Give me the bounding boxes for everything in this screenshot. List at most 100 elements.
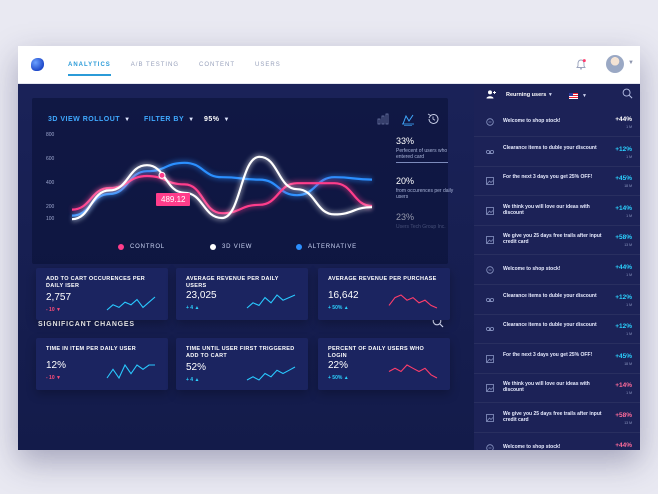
- filter-select-label: FILTER BY: [144, 116, 185, 123]
- voicemail-icon: [486, 149, 494, 154]
- sparkline: [246, 366, 296, 381]
- metric-delta-value: + 50%: [328, 375, 343, 381]
- dashboard-window: ANALYTICS A/B TESTING CONTENT USERS ▼ 3D…: [18, 46, 640, 450]
- sidebar-header: Reurning users ▼ ▼: [474, 84, 640, 108]
- legend-control: CONTROL: [118, 244, 165, 250]
- sparkline: [388, 294, 438, 309]
- metric-title: ADD TO CART OCCURENCES PER DAILY ISER: [46, 276, 146, 289]
- notification-text: Welcome to shop stock!: [503, 266, 561, 272]
- notification-text: For the next 3 days you get 25% OFF!: [503, 174, 593, 181]
- search-icon[interactable]: [622, 88, 633, 99]
- notification-time: 1 M: [626, 332, 632, 337]
- notification-text: We give you 25 days free trails after in…: [503, 411, 602, 423]
- bell-icon[interactable]: [576, 59, 586, 70]
- tooltip-marker[interactable]: [158, 171, 166, 179]
- notification-row[interactable]: We think you will love our ideas with di…: [474, 197, 640, 226]
- sparkline-path: [246, 366, 296, 381]
- notification-time: 18 M: [624, 184, 632, 189]
- stat-percent: 23%: [396, 212, 415, 222]
- nav-content[interactable]: CONTENT: [199, 62, 236, 68]
- notification-time: 1 M: [626, 302, 632, 307]
- notification-text: We think you will love our ideas with di…: [503, 203, 590, 216]
- notification-row[interactable]: Welcome to shop stock!+44%1 M: [474, 108, 640, 137]
- metric-card[interactable]: TIME IN ITEM PER DAILY USER 12% - 10 ▼: [36, 338, 168, 390]
- image-icon: [486, 414, 494, 422]
- metric-delta-value: - 10: [46, 375, 55, 381]
- us-flag-icon[interactable]: [569, 93, 578, 99]
- y-tick-label: 600: [46, 156, 55, 162]
- metric-card[interactable]: AVERAGE REVENUE PER PURCHASE 16,642 + 50% …: [318, 268, 450, 320]
- sparkline-path: [106, 363, 155, 379]
- view-select[interactable]: 3D VIEW ROLLOUT ▼: [48, 116, 131, 123]
- metric-title: TIME UNTIL USER FIRST TRIGGERED ADD TO C…: [186, 346, 295, 359]
- top-bar: ANALYTICS A/B TESTING CONTENT USERS ▼: [18, 46, 640, 84]
- notification-percent: +14%: [615, 382, 632, 390]
- legend-swatch: [118, 244, 124, 250]
- series-line-3d-view[interactable]: [71, 155, 373, 221]
- y-tick-label: 400: [46, 180, 55, 186]
- area-chart-icon[interactable]: [401, 112, 415, 126]
- notification-row[interactable]: Clearance items to duble your discount +1…: [474, 315, 640, 345]
- notification-row[interactable]: Welcome to shop stock!+44%1 M: [474, 434, 640, 450]
- notification-percent: +45%: [615, 175, 632, 183]
- metric-value: 52%: [186, 362, 207, 373]
- sparkline-path: [388, 294, 438, 309]
- metric-title: AVERAGE REVENUE PER DAILY USERS: [186, 276, 279, 289]
- notification-row[interactable]: Welcome to shop stock! +44% 1 M: [474, 256, 640, 285]
- notification-time: 1 M: [626, 273, 632, 277]
- chevron-down-icon[interactable]: ▼: [582, 93, 587, 99]
- arrow-up-icon: ▲: [194, 377, 200, 383]
- image-icon: [486, 206, 494, 215]
- arrow-down-icon: ▼: [56, 375, 61, 381]
- notification-row[interactable]: Clearance items to duble your discount +1…: [474, 138, 640, 167]
- notification-row[interactable]: We think you will love our ideas with di…: [474, 374, 640, 404]
- filter-select[interactable]: FILTER BY ▼: [144, 116, 195, 123]
- chart-card: 3D VIEW ROLLOUT ▼ FILTER BY ▼ 95% ▼: [32, 98, 453, 264]
- users-icon: [486, 90, 496, 99]
- notification-percent: +12%: [615, 145, 632, 153]
- stat-divider: [396, 162, 448, 163]
- notification-text: We think you will love our ideas with di…: [503, 381, 590, 394]
- legend-label: ALTERNATIVE: [308, 244, 357, 250]
- metric-delta-value: + 50%: [328, 305, 343, 311]
- avatar[interactable]: [606, 55, 624, 73]
- nav-analytics[interactable]: ANALYTICS: [68, 46, 111, 84]
- bar-chart-icon[interactable]: [376, 112, 390, 126]
- nav-ab-testing[interactable]: A/B TESTING: [130, 62, 180, 68]
- chevron-down-icon[interactable]: ▼: [628, 60, 634, 66]
- nav-users[interactable]: USERS: [255, 62, 281, 68]
- notification-percent: +58%: [615, 412, 632, 419]
- notification-text: Welcome to shop stock!: [503, 443, 561, 450]
- stat-description: Perfecent of users who entered card: [396, 148, 448, 160]
- arrow-up-icon: ▲: [343, 375, 349, 381]
- metric-delta: + 50% ▲: [328, 375, 349, 381]
- chevron-down-icon: ▼: [223, 117, 230, 123]
- metric-card[interactable]: AVERAGE REVENUE PER DAILY USERS 23,025 + 4…: [176, 268, 308, 320]
- metric-value: 16,642: [328, 290, 359, 301]
- chat-icon: [486, 266, 494, 274]
- notification-row[interactable]: We give you 25 days free trails after in…: [474, 226, 640, 256]
- sparkline-path: [388, 364, 438, 379]
- legend-swatch: [296, 244, 302, 250]
- notification-text: We give you 25 days free trails after in…: [503, 233, 602, 246]
- metric-delta: + 4 ▲: [186, 377, 199, 383]
- metric-card[interactable]: ADD TO CART OCCURENCES PER DAILY ISER 2,7…: [36, 268, 168, 320]
- significant-changes-title: SIGNIFICANT CHANGES: [38, 321, 135, 328]
- image-icon: [486, 354, 494, 363]
- metric-card[interactable]: TIME UNTIL USER FIRST TRIGGERED ADD TO C…: [176, 338, 308, 390]
- notification-percent: +44%: [615, 264, 632, 271]
- logo-icon[interactable]: [31, 58, 44, 71]
- segment-select[interactable]: Reurning users ▼: [506, 92, 553, 98]
- metric-card[interactable]: PERCENT OF DAILY USERS WHO LOGIN 22% + 50%…: [318, 338, 450, 390]
- metric-delta: + 50% ▲: [328, 305, 349, 311]
- notification-time: 18 M: [624, 361, 632, 366]
- image-icon: [486, 177, 494, 186]
- history-icon[interactable]: [426, 112, 440, 126]
- sparkline-path: [106, 296, 156, 311]
- percent-select[interactable]: 95% ▼: [204, 116, 230, 123]
- notification-row[interactable]: We give you 25 days free trails after in…: [474, 404, 640, 433]
- notification-row[interactable]: For the next 3 days you get 25% OFF! +45%…: [474, 167, 640, 197]
- notification-row[interactable]: For the next 3 days you get 25% OFF! +45%…: [474, 345, 640, 374]
- sparkline: [388, 364, 438, 379]
- notification-row[interactable]: Clearance items to duble your discount +1…: [474, 286, 640, 315]
